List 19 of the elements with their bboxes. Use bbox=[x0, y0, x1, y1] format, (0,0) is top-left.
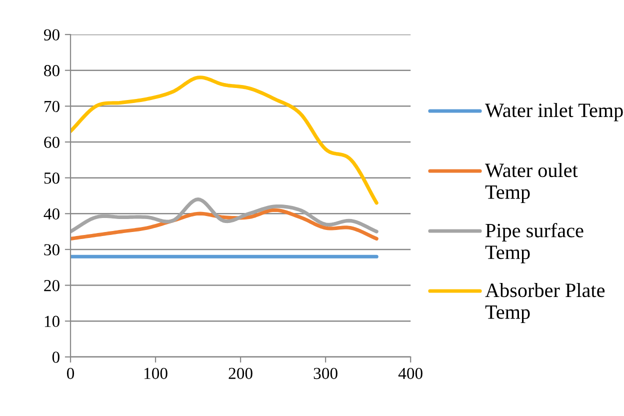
legend-label: Pipe surface Temp bbox=[485, 223, 584, 264]
y-tick-label: 60 bbox=[44, 136, 60, 148]
y-tick-label: 40 bbox=[44, 208, 60, 220]
y-tick-label: 70 bbox=[44, 100, 60, 112]
x-tick-label: 0 bbox=[66, 368, 74, 380]
x-tick-label: 100 bbox=[144, 368, 168, 380]
x-tick-label: 400 bbox=[398, 368, 422, 380]
y-tick-label: 50 bbox=[44, 172, 60, 184]
x-tick-label: 200 bbox=[228, 368, 252, 380]
legend-label: Water oulet Temp bbox=[485, 163, 578, 204]
y-tick-label: 80 bbox=[44, 65, 60, 76]
y-tick-label: 90 bbox=[44, 29, 60, 40]
legend-label: Absorber Plate Temp bbox=[485, 283, 605, 324]
y-tick-label: 10 bbox=[44, 316, 60, 328]
legend-label: Water inlet Temp bbox=[485, 103, 623, 122]
y-tick-label: 20 bbox=[44, 280, 60, 292]
y-tick-label: 0 bbox=[52, 352, 60, 363]
y-tick-label: 30 bbox=[44, 244, 60, 256]
x-tick-label: 300 bbox=[314, 368, 338, 380]
